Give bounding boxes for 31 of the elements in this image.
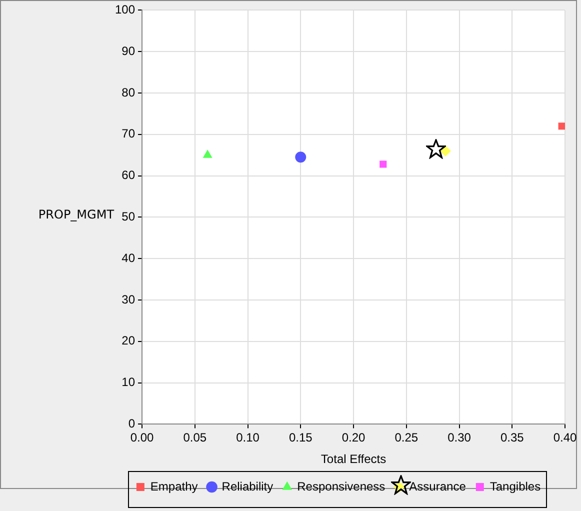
legend-label: Reliability (222, 479, 274, 494)
y-tick-label: 50 (122, 210, 136, 224)
y-tick-label: 100 (114, 2, 136, 17)
y-tick-label: 0 (128, 416, 136, 431)
y-axis-title: PROP_MGMT (38, 207, 115, 222)
y-tick-label: 10 (122, 375, 136, 390)
legend-label: Tangibles (490, 479, 541, 494)
legend-label: Responsiveness (297, 479, 386, 494)
y-tick-label: 20 (122, 334, 136, 348)
x-tick-label: 0.20 (342, 430, 366, 445)
y-tick-label: 30 (122, 292, 136, 306)
point (558, 122, 565, 130)
legend-label: Empathy (150, 479, 198, 494)
y-tick-label: 70 (122, 126, 136, 141)
point (202, 150, 212, 158)
legend-label: Assurance (409, 479, 466, 494)
x-tick-label: 0.00 (130, 430, 154, 445)
x-tick-label: 0.40 (553, 430, 577, 445)
y-tick-label: 90 (122, 44, 136, 58)
x-tick-label: 0.35 (500, 430, 524, 445)
point (380, 160, 387, 168)
x-axis-title: Total Effects (320, 452, 386, 466)
y-tick-label: 60 (122, 168, 136, 182)
x-tick-label: 0.30 (448, 430, 472, 445)
x-tick-label: 0.25 (394, 430, 418, 445)
x-tick-label: 0.15 (288, 430, 313, 445)
x-tick-label: 0.05 (183, 430, 207, 445)
y-tick-label: 40 (122, 250, 136, 265)
point (295, 152, 306, 163)
x-tick-label: 0.10 (236, 430, 260, 445)
y-tick-label: 80 (122, 85, 136, 100)
